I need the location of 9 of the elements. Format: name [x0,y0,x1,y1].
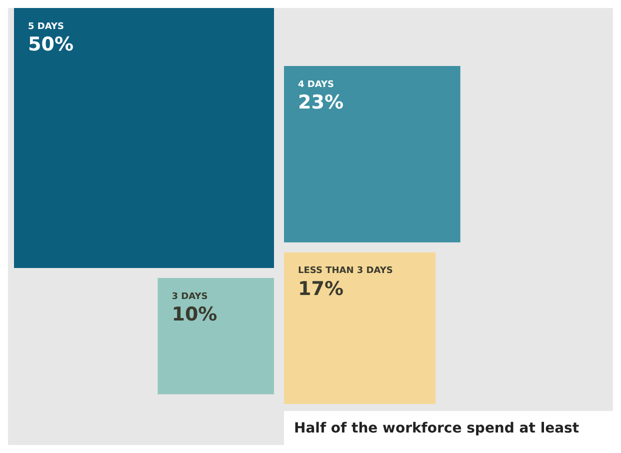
data-label: 50% [28,33,74,56]
category-label: 4 DAYS [298,80,334,90]
data-label: 10% [172,303,218,326]
category-label: LESS THAN 3 DAYS [298,266,393,276]
data-label: 17% [298,278,344,300]
data-label: 23% [298,91,344,114]
category-label: 5 DAYS [28,22,64,32]
text: Half of the workforce spend at least [294,420,580,437]
category-label: 3 DAYS [172,292,208,302]
